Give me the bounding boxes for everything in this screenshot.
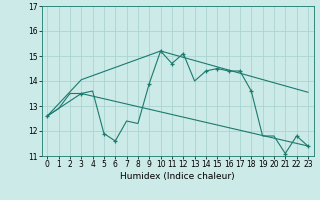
X-axis label: Humidex (Indice chaleur): Humidex (Indice chaleur) — [120, 172, 235, 181]
